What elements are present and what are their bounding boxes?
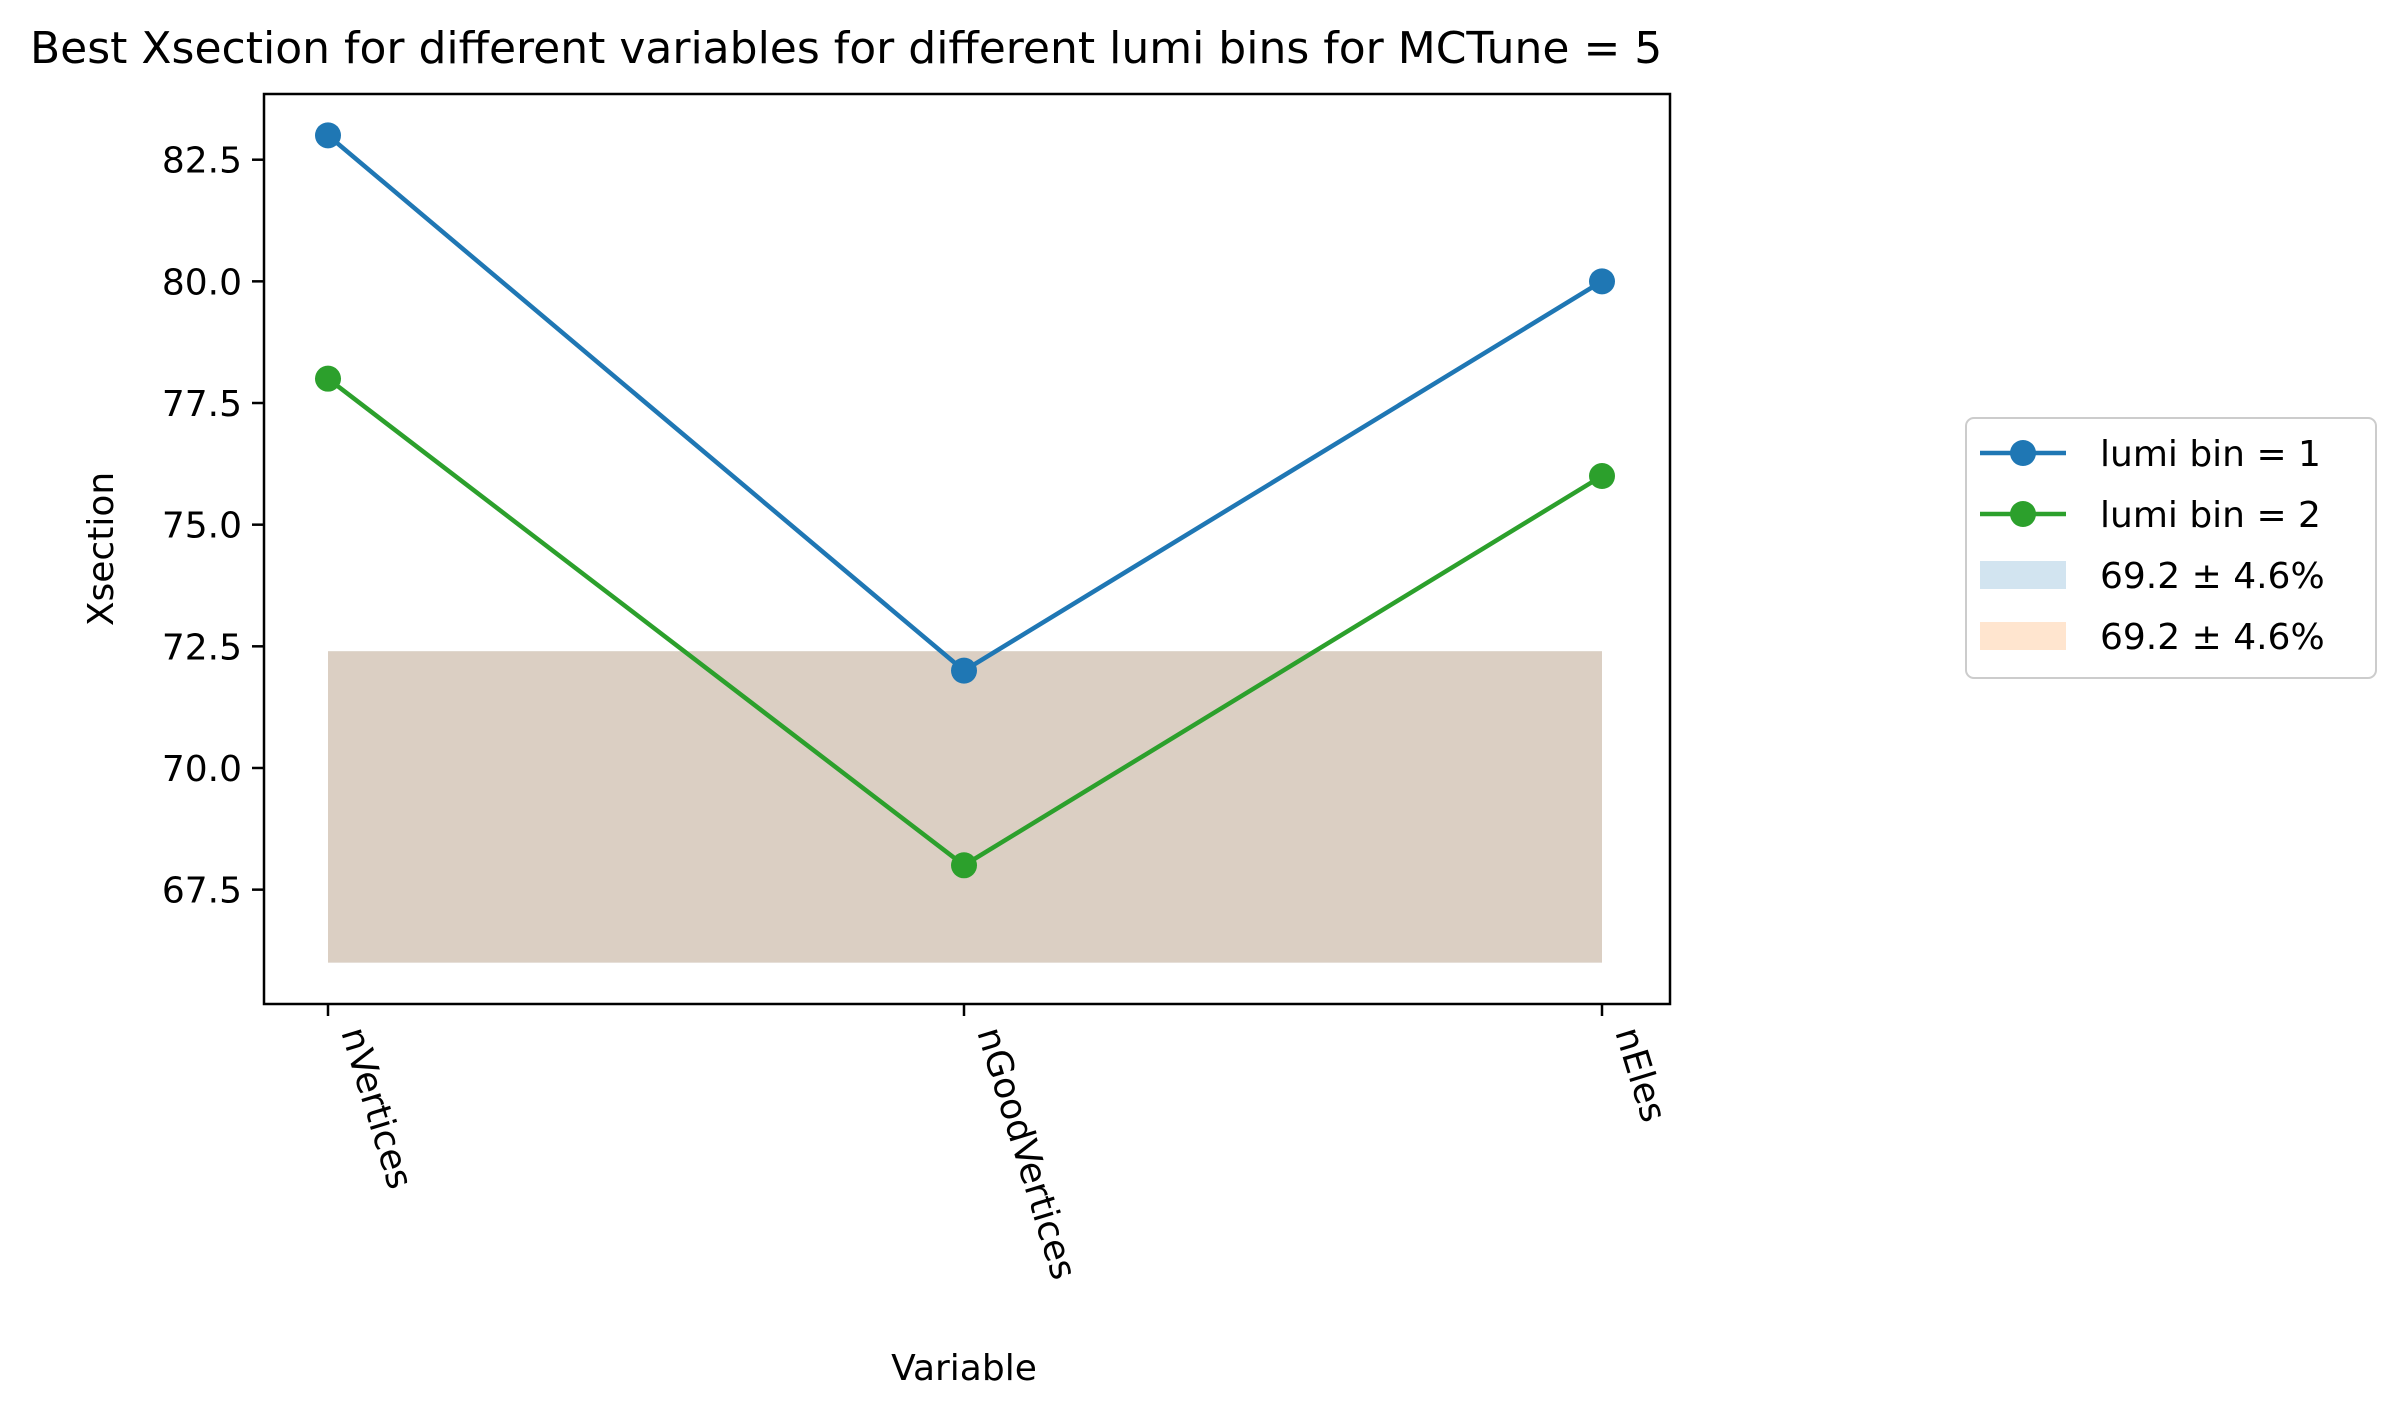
data-point-2-2 (951, 852, 977, 879)
legend-label: 69.2 ± 4.6% (2100, 556, 2325, 597)
y-axis: 67.5 70.0 72.5 75.0 77.5 80.0 82.5 (162, 141, 264, 912)
y-tick-label: 72.5 (162, 627, 242, 668)
series-1 (315, 122, 1615, 684)
data-point-1-2 (951, 657, 977, 684)
chart-title: Best Xsection for different variables fo… (30, 23, 1662, 74)
y-axis-label: Xsection (81, 472, 122, 626)
y-tick-label: 75.0 (162, 506, 242, 547)
bands-layer (328, 651, 1602, 963)
x-tick-label: nVertices (332, 1023, 420, 1194)
data-point-2-1 (315, 365, 341, 392)
data-point-2-3 (1589, 463, 1615, 490)
y-tick-label: 70.0 (162, 749, 242, 790)
band-2 (328, 651, 1602, 963)
legend-items: lumi bin = 1 lumi bin = 2 69.2 ± 4.6% 69.2 … (1980, 434, 2325, 658)
y-tick-label: 67.5 (162, 871, 242, 912)
series-layer (315, 122, 1615, 879)
legend-label: 69.2 ± 4.6% (2100, 617, 2325, 658)
legend-item-band-2: 69.2 ± 4.6% (1980, 617, 2325, 658)
legend-item-1: lumi bin = 1 (1980, 434, 2321, 475)
x-axis-label: Variable (891, 1348, 1037, 1389)
data-point-1-3 (1589, 268, 1615, 295)
y-tick-label: 80.0 (162, 262, 242, 303)
y-tick-label: 77.5 (162, 384, 242, 425)
legend-marker (2010, 440, 2036, 466)
x-tick-label: nEles (1606, 1023, 1673, 1127)
legend-swatch (1980, 561, 2066, 589)
y-tick-label: 82.5 (162, 141, 242, 182)
series-2 (315, 365, 1615, 879)
plot-frame (262, 92, 1672, 1006)
band-1 (328, 651, 1602, 963)
legend-label: lumi bin = 2 (2100, 495, 2321, 536)
x-tick-label: nGoodVertices (968, 1023, 1084, 1285)
legend-marker (2010, 501, 2036, 527)
x-axis: nVertices nGoodVertices nEles (326, 1004, 1674, 1285)
legend-frame (1965, 417, 2377, 679)
legend-item-2: lumi bin = 2 (1980, 495, 2321, 536)
legend-item-band-1: 69.2 ± 4.6% (1980, 556, 2325, 597)
legend-label: lumi bin = 1 (2100, 434, 2321, 475)
data-point-1-1 (315, 122, 341, 149)
legend: lumi bin = 1 lumi bin = 2 69.2 ± 4.6% 69.2 … (1965, 417, 2377, 679)
legend-swatch (1980, 622, 2066, 650)
